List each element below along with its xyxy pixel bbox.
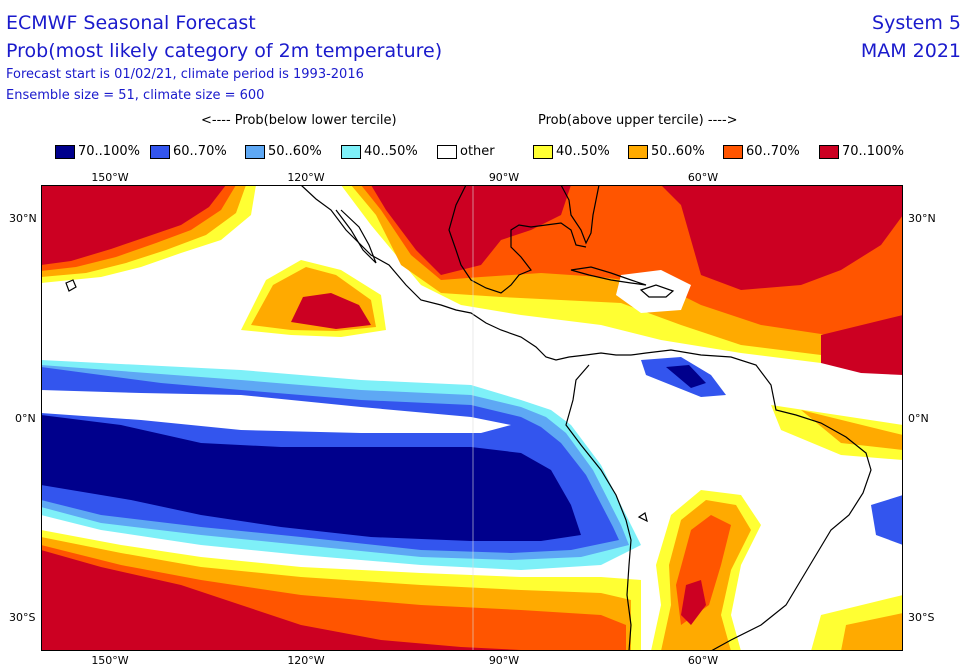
- legend-label: 50..60%: [268, 144, 322, 159]
- legend-item: 70..100%: [819, 144, 904, 159]
- ensemble-info: Ensemble size = 51, climate size = 600: [6, 88, 265, 103]
- lon-label-top: 90°W: [488, 171, 520, 184]
- lon-label-bottom: 150°W: [91, 654, 129, 667]
- warm-region: [661, 185, 903, 290]
- warm-region: [41, 185, 226, 265]
- lon-label-bottom: 120°W: [287, 654, 325, 667]
- legend-item: other: [437, 144, 495, 159]
- legend-header-above: Prob(above upper tercile) ---->: [538, 113, 738, 128]
- legend-label: 60..70%: [173, 144, 227, 159]
- probability-field: [41, 185, 903, 651]
- legend-label: 50..60%: [651, 144, 705, 159]
- hawaii: [65, 279, 77, 292]
- baja-california: [335, 209, 377, 264]
- map-title: ECMWF Seasonal Forecast: [6, 12, 256, 34]
- lat-label-right: 0°N: [908, 412, 929, 425]
- legend-label: other: [460, 144, 495, 159]
- galapagos: [637, 512, 648, 523]
- legend-swatch: [437, 144, 457, 159]
- legend-swatch: [819, 144, 839, 159]
- map-subtitle: Prob(most likely category of 2m temperat…: [6, 40, 443, 62]
- legend-item: 40..50%: [533, 144, 610, 159]
- legend-swatch: [245, 144, 265, 159]
- legend-header-below: <---- Prob(below lower tercile): [201, 113, 397, 128]
- coastlines: [65, 185, 872, 651]
- legend-label: 70..100%: [78, 144, 140, 159]
- warm-region: [371, 185, 571, 275]
- legend-item: 50..60%: [628, 144, 705, 159]
- south-america-coast: [630, 349, 872, 651]
- gulf-coast: [448, 185, 587, 294]
- legend-swatch: [150, 144, 170, 159]
- lon-label-top: 60°W: [687, 171, 719, 184]
- forecast-info: Forecast start is 01/02/21, climate peri…: [6, 67, 364, 82]
- cold-region: [666, 365, 706, 388]
- hispaniola: [639, 284, 675, 298]
- lon-label-top: 120°W: [287, 171, 325, 184]
- warm-region: [801, 410, 903, 450]
- lat-label-left: 0°N: [15, 412, 36, 425]
- warm-region: [681, 580, 706, 625]
- legend-item: 70..100%: [55, 144, 140, 159]
- florida: [560, 185, 600, 245]
- legend-swatch: [628, 144, 648, 159]
- legend-label: 70..100%: [842, 144, 904, 159]
- warm-region: [841, 613, 903, 651]
- legend-label: 40..50%: [364, 144, 418, 159]
- legend-swatch: [55, 144, 75, 159]
- lat-label-right: 30°S: [908, 611, 935, 624]
- warm-region: [291, 293, 371, 329]
- legend-item: 60..70%: [723, 144, 800, 159]
- cold-region: [871, 495, 903, 545]
- legend-item: 50..60%: [245, 144, 322, 159]
- cuba: [570, 266, 647, 286]
- lon-label-bottom: 90°W: [488, 654, 520, 667]
- lat-label-right: 30°N: [908, 212, 936, 225]
- season-label: MAM 2021: [860, 40, 961, 62]
- lon-label-top: 150°W: [91, 171, 129, 184]
- legend-item: 60..70%: [150, 144, 227, 159]
- warm-region: [821, 315, 903, 375]
- lat-label-left: 30°S: [9, 611, 36, 624]
- warm-region: [41, 550, 541, 651]
- legend-item: 40..50%: [341, 144, 418, 159]
- legend-label: 60..70%: [746, 144, 800, 159]
- legend-label: 40..50%: [556, 144, 610, 159]
- legend-swatch: [533, 144, 553, 159]
- neutral-region: [41, 390, 511, 433]
- forecast-map: [41, 185, 903, 651]
- south-america-west-coast: [565, 364, 632, 651]
- legend-swatch: [341, 144, 361, 159]
- lat-label-left: 30°N: [9, 212, 37, 225]
- legend-swatch: [723, 144, 743, 159]
- map-frame: [41, 185, 903, 651]
- system-label: System 5: [872, 12, 961, 34]
- cold-region: [41, 415, 581, 541]
- lon-label-bottom: 60°W: [687, 654, 719, 667]
